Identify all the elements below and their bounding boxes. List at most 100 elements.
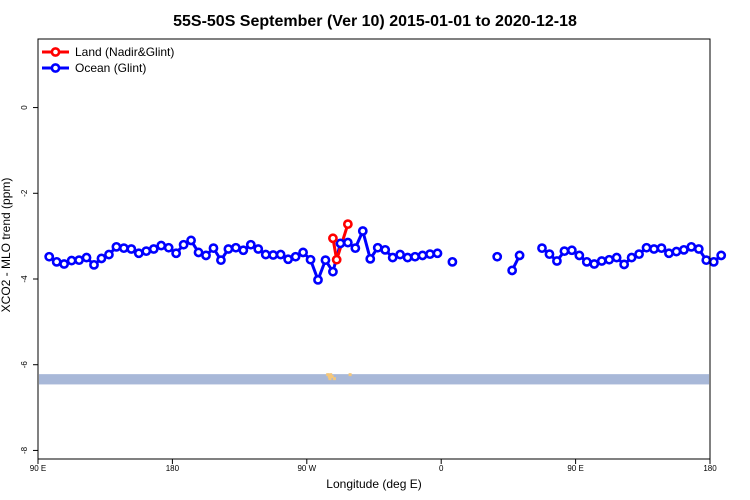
plot-frame bbox=[37, 38, 711, 460]
ocean-series-point bbox=[290, 251, 301, 262]
ocean-series-point bbox=[320, 255, 331, 266]
ocean-series-point bbox=[223, 244, 234, 254]
ocean-series-point bbox=[686, 241, 697, 252]
ocean-series-point bbox=[581, 256, 592, 267]
map-land-mark bbox=[348, 373, 352, 377]
ocean-series-point bbox=[268, 250, 279, 260]
ocean-series-point bbox=[693, 244, 704, 254]
x-tick-label: 180 bbox=[703, 464, 717, 473]
map-land-mark bbox=[326, 373, 330, 377]
ocean-series-point bbox=[611, 252, 622, 263]
map-land-mark bbox=[329, 373, 333, 377]
ocean-series-point bbox=[425, 249, 435, 260]
ocean-series-point bbox=[664, 248, 674, 259]
ocean-series-point bbox=[566, 245, 577, 256]
ocean-series-point bbox=[350, 243, 361, 254]
ocean-series-point bbox=[51, 256, 62, 267]
ocean-series-point bbox=[634, 249, 644, 260]
y-tick-label: -2 bbox=[20, 189, 29, 197]
map-land-mark bbox=[330, 375, 334, 379]
x-tick-label: 180 bbox=[166, 464, 180, 473]
ocean-series-point bbox=[410, 251, 420, 262]
land-series-point bbox=[331, 254, 342, 265]
ocean-series-point bbox=[589, 259, 600, 269]
ocean-series-point bbox=[186, 235, 196, 246]
ocean-series-point bbox=[298, 247, 308, 258]
ocean-series-point bbox=[305, 254, 316, 265]
ocean-series-point bbox=[559, 246, 570, 257]
y-axis-label: XCO2 - MLO trend (ppm) bbox=[0, 178, 13, 313]
ocean-series-point bbox=[649, 244, 659, 254]
ocean-series-point bbox=[387, 252, 398, 263]
x-tick-label: 90 W bbox=[297, 464, 316, 473]
x-axis-label: Longitude (deg E) bbox=[326, 477, 421, 491]
map-strip bbox=[39, 374, 709, 385]
ocean-series-point bbox=[492, 251, 503, 262]
ocean-series-point bbox=[59, 259, 70, 269]
ocean-series-point bbox=[604, 254, 615, 265]
ocean-series-point bbox=[141, 246, 152, 257]
y-tick-label: -8 bbox=[20, 446, 29, 454]
ocean-series-point bbox=[641, 242, 652, 253]
ocean-series-point bbox=[626, 252, 637, 263]
legend-land-marker bbox=[50, 47, 61, 57]
ocean-series-point bbox=[507, 265, 518, 276]
ocean-series-point bbox=[716, 250, 727, 261]
ocean-series-point bbox=[245, 239, 256, 250]
x-tick-label: 90 E bbox=[30, 464, 46, 473]
chart-title: 55S-50S September (Ver 10) 2015-01-01 to… bbox=[173, 13, 577, 30]
ocean-series-point bbox=[656, 243, 667, 254]
plot-area bbox=[39, 219, 727, 385]
x-tick-label: 0 bbox=[439, 464, 444, 473]
y-tick-label: -4 bbox=[20, 275, 29, 283]
ocean-series-point bbox=[171, 248, 182, 259]
ocean-series-point bbox=[372, 242, 383, 253]
ocean-series-point bbox=[514, 250, 525, 261]
ocean-series-point bbox=[133, 248, 144, 259]
ocean-series-point bbox=[201, 250, 211, 261]
land-series-point bbox=[342, 219, 353, 230]
ocean-series-point bbox=[253, 244, 264, 254]
y-axis: 0 -2 -4 -6 -8 bbox=[20, 105, 38, 454]
ocean-series-point bbox=[365, 253, 376, 264]
ocean-series-point bbox=[432, 248, 443, 259]
ocean-series-point bbox=[104, 249, 114, 260]
ocean-series-point bbox=[402, 252, 413, 263]
ocean-series-point bbox=[193, 247, 204, 258]
ocean-series-point bbox=[111, 241, 122, 252]
ocean-series-point bbox=[447, 256, 458, 267]
x-axis: 90 E 180 90 W 0 90 E 180 bbox=[30, 459, 717, 473]
y-tick-label: 0 bbox=[20, 105, 29, 110]
ocean-series-point bbox=[74, 255, 84, 266]
ocean-series-point bbox=[81, 252, 92, 263]
ocean-series-point bbox=[335, 238, 346, 249]
map-land-mark bbox=[328, 377, 332, 381]
ocean-series-point bbox=[163, 242, 174, 253]
ocean-series-point bbox=[596, 256, 607, 266]
land-series-point bbox=[328, 233, 338, 244]
ocean-series-point bbox=[544, 249, 555, 260]
ocean-series-point bbox=[44, 251, 55, 262]
ocean-series-point bbox=[537, 243, 547, 254]
x-tick-label: 90 E bbox=[567, 464, 583, 473]
ocean-series-point bbox=[238, 245, 249, 256]
legend-ocean-label: Ocean (Glint) bbox=[75, 61, 146, 75]
ocean-series-point bbox=[357, 226, 368, 236]
ocean-series-point bbox=[216, 255, 226, 266]
ocean-series-point bbox=[552, 256, 562, 266]
ocean-series-point bbox=[275, 249, 286, 260]
ocean-series-point bbox=[671, 246, 682, 257]
ocean-series-point bbox=[66, 255, 77, 266]
ocean-series-point bbox=[380, 244, 391, 255]
ocean-series-point bbox=[328, 266, 338, 277]
ocean-series-point bbox=[126, 244, 137, 254]
ocean-series-point bbox=[701, 255, 712, 266]
ocean-series-point bbox=[708, 256, 719, 267]
legend-land-label: Land (Nadir&Glint) bbox=[75, 45, 174, 59]
ocean-series-point bbox=[89, 259, 99, 270]
ocean-series-point bbox=[619, 259, 630, 270]
ocean-series-point bbox=[313, 274, 323, 285]
ocean-series-point bbox=[208, 243, 219, 254]
ocean-series-point bbox=[342, 237, 353, 248]
